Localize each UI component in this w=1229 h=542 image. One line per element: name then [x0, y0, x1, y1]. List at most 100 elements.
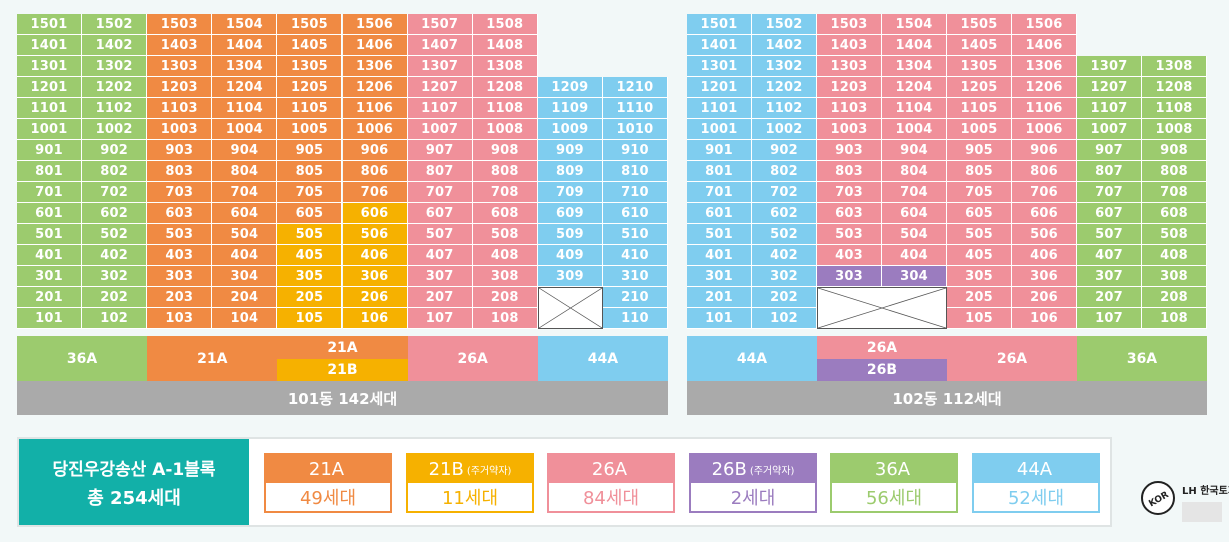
legend-item-21a: 21A 49세대 [264, 453, 392, 513]
unit-402: 402 [752, 245, 817, 266]
unit-607: 607 [1077, 203, 1142, 224]
unit-302: 302 [752, 266, 817, 287]
unit-302: 302 [82, 266, 148, 287]
unit-601: 601 [687, 203, 752, 224]
unit-1503: 1503 [817, 14, 882, 35]
unit-1108: 1108 [1142, 98, 1207, 119]
unit-805: 805 [947, 161, 1012, 182]
unit-1301: 1301 [17, 56, 83, 77]
legend-item-36a: 36A 56세대 [830, 453, 958, 513]
unit-1204: 1204 [212, 77, 278, 98]
unit-1103: 1103 [817, 98, 882, 119]
unit-1307: 1307 [407, 56, 473, 77]
unit-1107: 1107 [407, 98, 473, 119]
unit-804: 804 [212, 161, 278, 182]
type-label-36a: 36A [17, 336, 148, 381]
unit-1406: 1406 [342, 35, 408, 56]
unit-310: 310 [602, 266, 668, 287]
unit-1304: 1304 [882, 56, 947, 77]
unit-408: 408 [472, 245, 538, 266]
unit-906: 906 [1012, 140, 1077, 161]
unit-1505: 1505 [947, 14, 1012, 35]
unit-202: 202 [82, 287, 148, 308]
unit-208: 208 [472, 287, 538, 308]
unit-601: 601 [17, 203, 83, 224]
unit-803: 803 [147, 161, 213, 182]
unit-707: 707 [1077, 182, 1142, 203]
unit-903: 903 [817, 140, 882, 161]
type-label-21b: 21B [277, 359, 408, 381]
unit-605: 605 [277, 203, 343, 224]
legend-type-text: 44A [1016, 458, 1053, 480]
legend-type: 21B (주거약자) [408, 455, 532, 483]
unit-604: 604 [882, 203, 947, 224]
type-label-26a: 26A [817, 336, 947, 359]
unit-609: 609 [537, 203, 603, 224]
unit-205: 205 [277, 287, 343, 308]
unit-505: 505 [277, 224, 343, 245]
unit-206: 206 [1012, 287, 1077, 308]
unit-1206: 1206 [1012, 77, 1077, 98]
unit-1506: 1506 [342, 14, 408, 35]
unit-710: 710 [602, 182, 668, 203]
unit-1003: 1003 [817, 119, 882, 140]
unit-1408: 1408 [472, 35, 538, 56]
unit-802: 802 [82, 161, 148, 182]
unit-602: 602 [752, 203, 817, 224]
unit-1204: 1204 [882, 77, 947, 98]
type-label-36a: 36A [1077, 336, 1207, 381]
unit-107: 107 [1077, 308, 1142, 329]
unit-1007: 1007 [1077, 119, 1142, 140]
legend-type-note: (주거약자) [749, 465, 795, 477]
unit-201: 201 [17, 287, 83, 308]
unit-808: 808 [472, 161, 538, 182]
unit-603: 603 [817, 203, 882, 224]
unit-107: 107 [407, 308, 473, 329]
unit-205: 205 [947, 287, 1012, 308]
unit-202: 202 [752, 287, 817, 308]
unit-1004: 1004 [212, 119, 278, 140]
unit-110: 110 [602, 308, 668, 329]
unit-604: 604 [212, 203, 278, 224]
unit-102: 102 [82, 308, 148, 329]
unit-606: 606 [342, 203, 408, 224]
legend-type: 36A [832, 455, 956, 483]
unit-1403: 1403 [147, 35, 213, 56]
unit-1002: 1002 [82, 119, 148, 140]
unit-502: 502 [82, 224, 148, 245]
unit-303: 303 [147, 266, 213, 287]
unit-203: 203 [147, 287, 213, 308]
unit-702: 702 [82, 182, 148, 203]
unit-1104: 1104 [212, 98, 278, 119]
unit-1203: 1203 [817, 77, 882, 98]
unit-510: 510 [602, 224, 668, 245]
unit-301: 301 [687, 266, 752, 287]
unit-406: 406 [1012, 245, 1077, 266]
unit-1210: 1210 [602, 77, 668, 98]
unit-1208: 1208 [1142, 77, 1207, 98]
unit-404: 404 [882, 245, 947, 266]
legend-item-26a: 26A 84세대 [547, 453, 675, 513]
unit-102: 102 [752, 308, 817, 329]
unit-1405: 1405 [947, 35, 1012, 56]
legend-type: 26B (주거약자) [691, 455, 815, 483]
unit-305: 305 [947, 266, 1012, 287]
unit-910: 910 [602, 140, 668, 161]
unit-804: 804 [882, 161, 947, 182]
unit-1205: 1205 [947, 77, 1012, 98]
unit-907: 907 [1077, 140, 1142, 161]
unit-902: 902 [752, 140, 817, 161]
unit-702: 702 [752, 182, 817, 203]
unit-504: 504 [882, 224, 947, 245]
type-label-26a: 26A [947, 336, 1077, 381]
unit-108: 108 [1142, 308, 1207, 329]
unit-406: 406 [342, 245, 408, 266]
unit-807: 807 [1077, 161, 1142, 182]
empty-cell [537, 287, 603, 329]
unit-1302: 1302 [752, 56, 817, 77]
unit-1208: 1208 [472, 77, 538, 98]
unit-210: 210 [602, 287, 668, 308]
unit-1502: 1502 [82, 14, 148, 35]
unit-610: 610 [602, 203, 668, 224]
unit-1405: 1405 [277, 35, 343, 56]
